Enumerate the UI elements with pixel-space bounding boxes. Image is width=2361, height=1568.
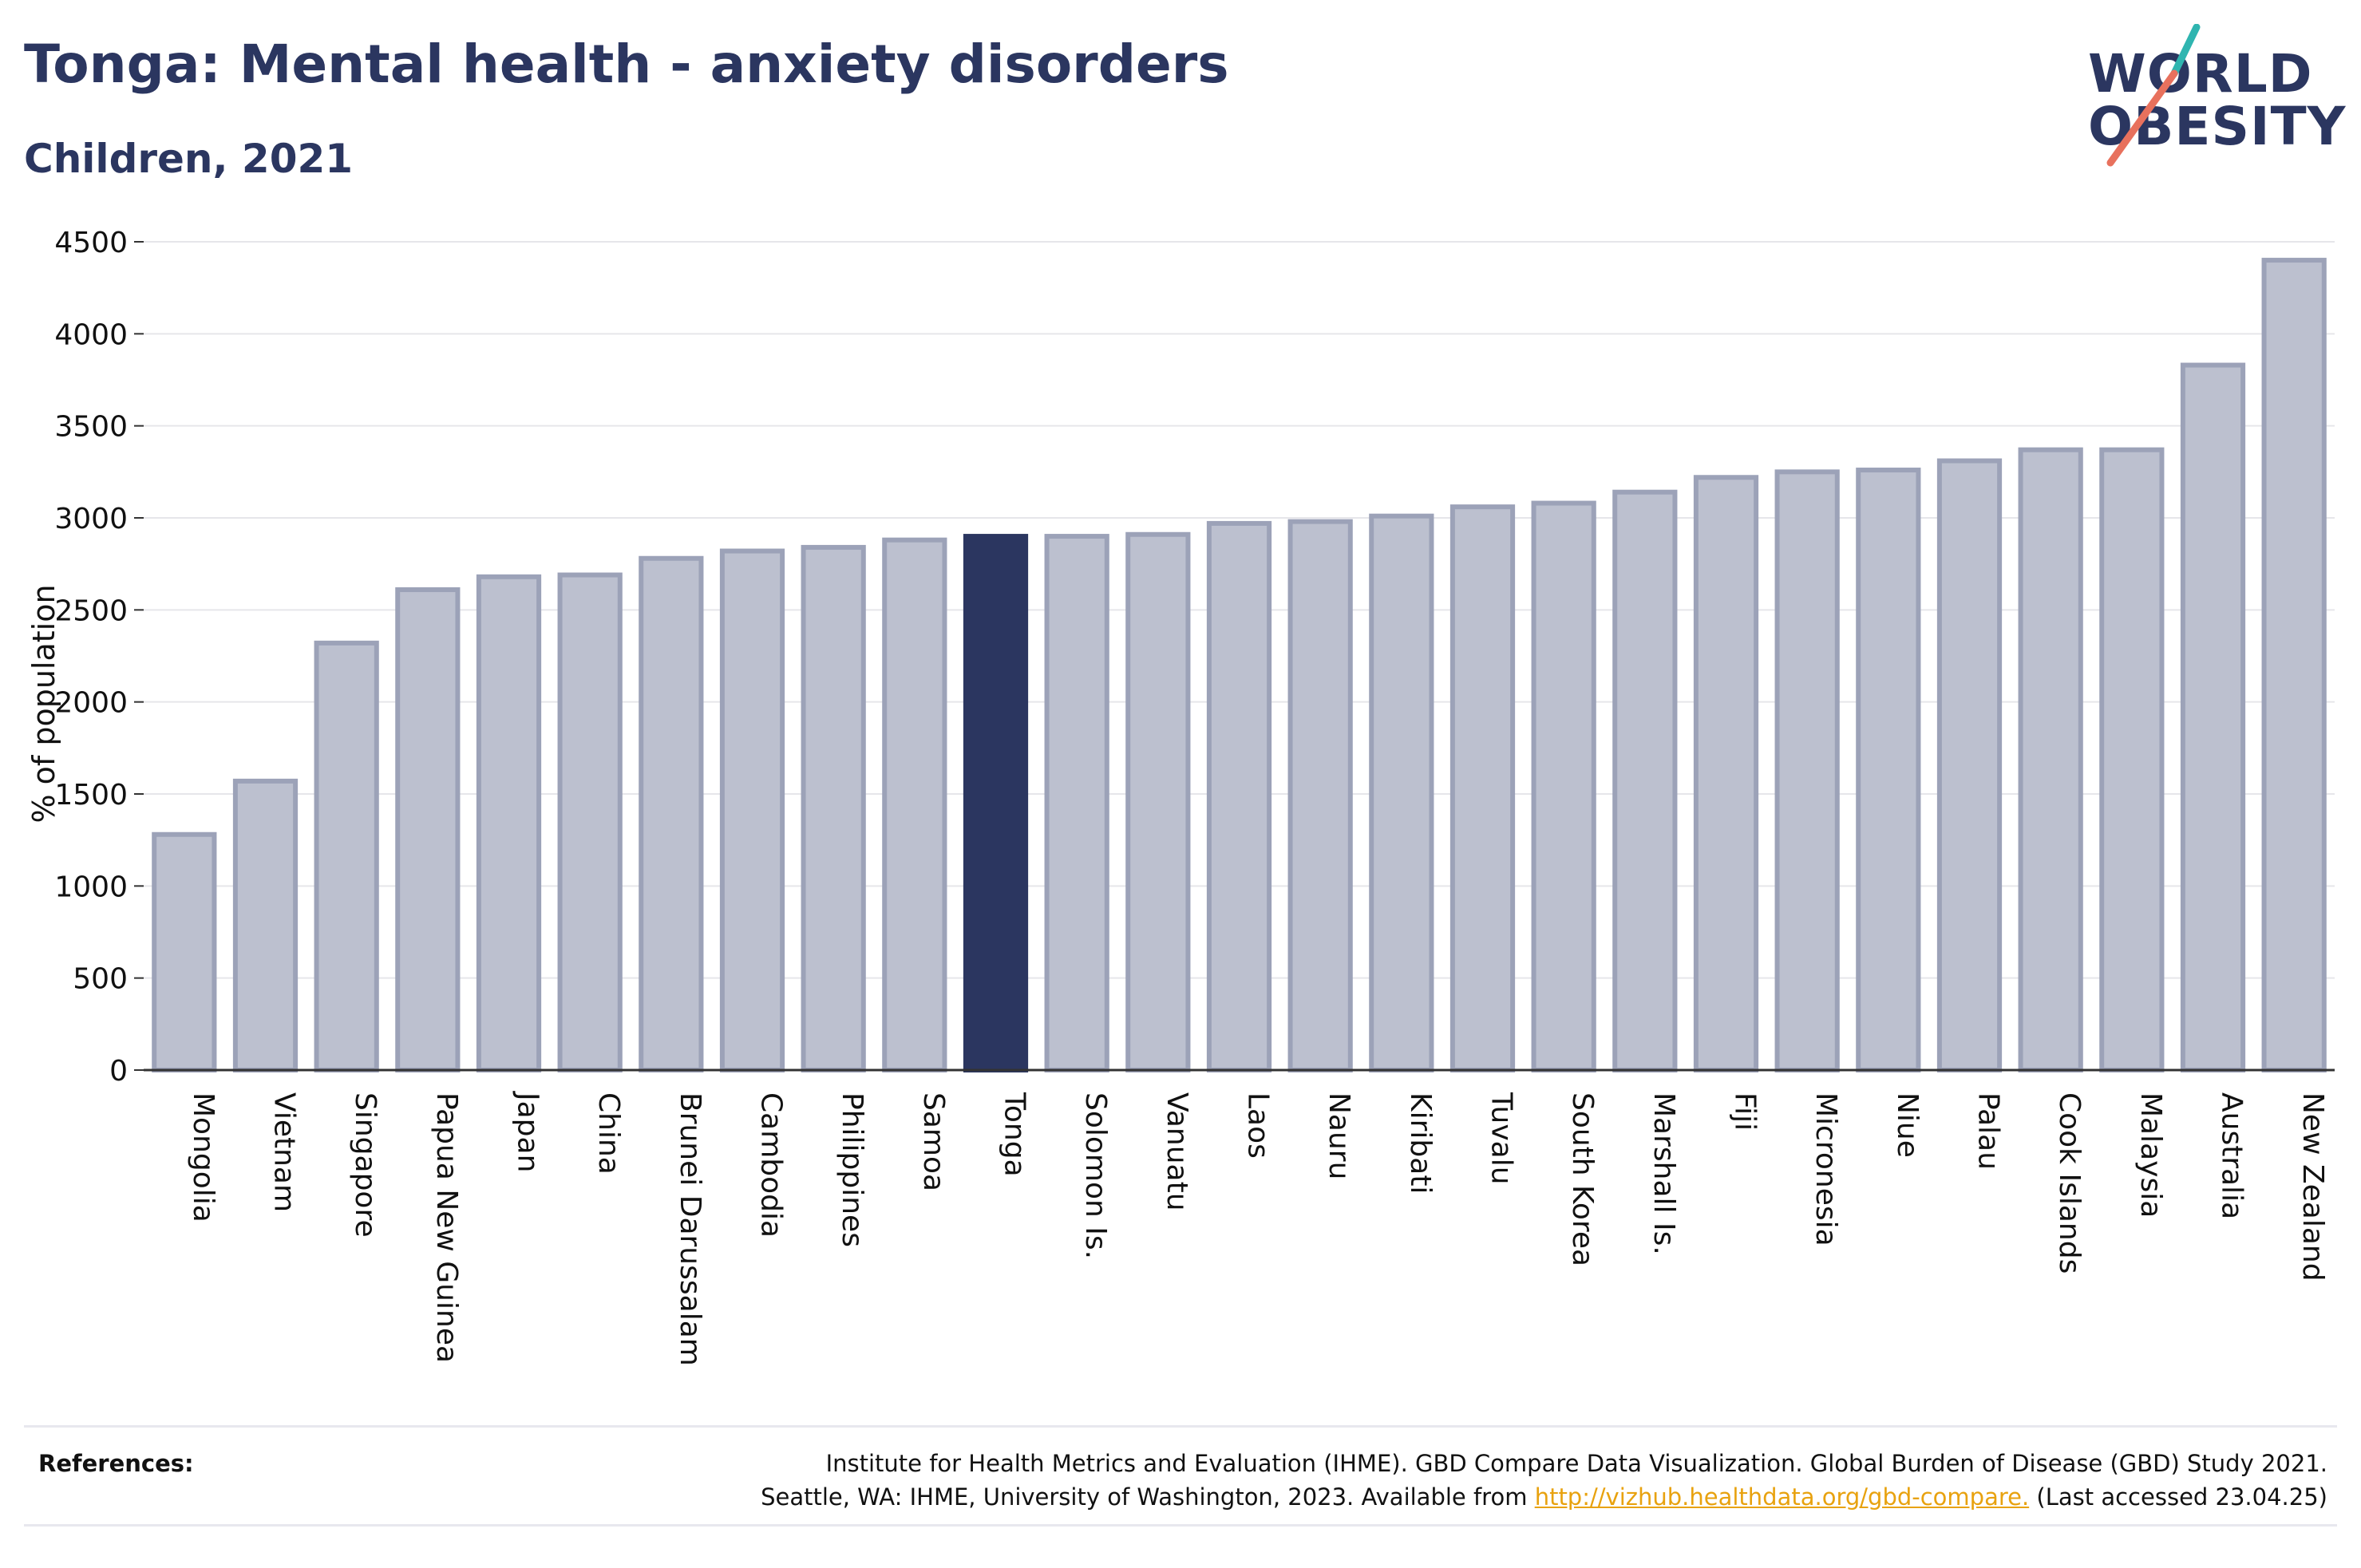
bar-vietnam	[232, 778, 299, 1072]
bar-singapore	[314, 640, 379, 1072]
x-tick-label: Papua New Guinea	[430, 1092, 463, 1363]
logo-line-world: WORLD	[2088, 43, 2313, 105]
x-tick-label: Australia	[2216, 1092, 2248, 1219]
bar-nauru	[1287, 519, 1353, 1072]
bar-south-korea	[1531, 500, 1596, 1072]
x-tick-label: Tonga	[999, 1092, 1031, 1177]
y-tick-label: 2000	[54, 687, 128, 720]
x-tick-label: Philippines	[836, 1092, 868, 1247]
y-tick-label: 1000	[54, 871, 128, 903]
bar-solomon-is	[1044, 534, 1109, 1072]
bar-cambodia	[719, 548, 785, 1072]
reference-line-2-suffix: (Last accessed 23.04.25)	[2029, 1483, 2327, 1511]
x-tick-label: Fiji	[1729, 1092, 1762, 1131]
reference-line-2: Seattle, WA: IHME, University of Washing…	[761, 1480, 2327, 1514]
x-tick-label: Samoa	[917, 1092, 950, 1191]
bar-fiji	[1693, 475, 1759, 1072]
x-tick-label: Palau	[1972, 1092, 2005, 1170]
x-tick-label: Kiribati	[1404, 1092, 1437, 1194]
x-tick-label: Singapore	[349, 1092, 382, 1238]
x-tick-label: Cambodia	[755, 1092, 788, 1238]
logo-slash-icon	[2106, 24, 2201, 167]
logo-line-obesity: OBESITY	[2088, 96, 2347, 157]
bar-papua-new-guinea	[395, 587, 461, 1072]
y-tick-label: 4500	[54, 227, 128, 259]
x-tick-label: China	[592, 1092, 625, 1175]
bar-malaysia	[2099, 447, 2165, 1072]
bar-vanuatu	[1125, 531, 1191, 1072]
x-tick-label: Brunei Darussalam	[674, 1092, 706, 1366]
x-tick-label: Malaysia	[2134, 1092, 2167, 1218]
references-text: Institute for Health Metrics and Evaluat…	[761, 1447, 2327, 1514]
bar-samoa	[882, 537, 947, 1072]
bars	[152, 258, 2327, 1073]
bar-niue	[1856, 468, 1921, 1072]
bar-kiribati	[1369, 513, 1434, 1072]
bar-marshall-is	[1612, 489, 1678, 1072]
x-tick-label: Cook Islands	[2053, 1092, 2086, 1274]
x-tick-label: Mongolia	[187, 1092, 219, 1222]
x-tick-label: Micronesia	[1809, 1092, 1842, 1246]
y-tick-label: 0	[109, 1055, 128, 1088]
x-tick-label: Marshall Is.	[1647, 1092, 1680, 1255]
references-bottom-rule	[24, 1524, 2337, 1527]
bar-brunei-darussalam	[639, 555, 704, 1072]
x-tick-label: Niue	[1891, 1092, 1924, 1158]
x-tick-label: Japan	[512, 1091, 544, 1172]
y-axis-ticks: 0 500 1000 1500 2000 2500 3000 3500 4000 4500	[54, 227, 144, 1088]
bar-laos	[1206, 520, 1272, 1072]
x-tick-label: South Korea	[1566, 1092, 1599, 1266]
y-tick-label: 4000	[54, 318, 128, 351]
reference-line-2-prefix: Seattle, WA: IHME, University of Washing…	[761, 1483, 1535, 1511]
reference-line-1: Institute for Health Metrics and Evaluat…	[825, 1450, 2327, 1477]
bar-new-zealand	[2261, 258, 2327, 1073]
x-tick-label: Vanuatu	[1161, 1092, 1193, 1211]
bar-chart: 0 500 1000 1500 2000 2500 3000 3500 4000 4500 Mon…	[26, 227, 2335, 1366]
x-tick-label: Laos	[1242, 1092, 1275, 1159]
bar-micronesia	[1774, 469, 1840, 1072]
x-tick-label: Solomon Is.	[1079, 1092, 1112, 1259]
x-axis-labels: Mongolia Vietnam Singapore Papua New Guinea…	[187, 1091, 2329, 1366]
bar-cook-islands	[2018, 447, 2083, 1072]
chart-title: Tonga: Mental health - anxiety disorders	[24, 34, 1229, 95]
references-top-rule	[24, 1425, 2337, 1428]
reference-link[interactable]: http://vizhub.healthdata.org/gbd-compare…	[1534, 1483, 2030, 1511]
bar-australia	[2180, 362, 2246, 1072]
bar-palau	[1936, 458, 2003, 1072]
bar-tonga	[963, 534, 1029, 1072]
bar-mongolia	[152, 831, 217, 1073]
y-axis-label: % of population	[26, 584, 61, 823]
y-tick-label: 3000	[54, 503, 128, 535]
chart-subtitle: Children, 2021	[24, 136, 354, 182]
world-obesity-logo: WORLD OBESITY	[2075, 24, 2347, 168]
y-tick-label: 3500	[54, 411, 128, 444]
x-tick-label: New Zealand	[2296, 1092, 2329, 1282]
bar-japan	[476, 574, 542, 1072]
y-tick-label: 1500	[54, 779, 128, 812]
x-tick-label: Tuvalu	[1485, 1092, 1518, 1185]
x-tick-label: Vietnam	[268, 1092, 301, 1212]
bar-china	[557, 572, 623, 1072]
y-tick-label: 500	[73, 963, 128, 996]
bar-philippines	[801, 544, 866, 1072]
bar-tuvalu	[1449, 504, 1516, 1072]
references-label: References:	[38, 1450, 194, 1477]
y-tick-label: 2500	[54, 594, 128, 627]
x-tick-label: Nauru	[1323, 1092, 1355, 1179]
